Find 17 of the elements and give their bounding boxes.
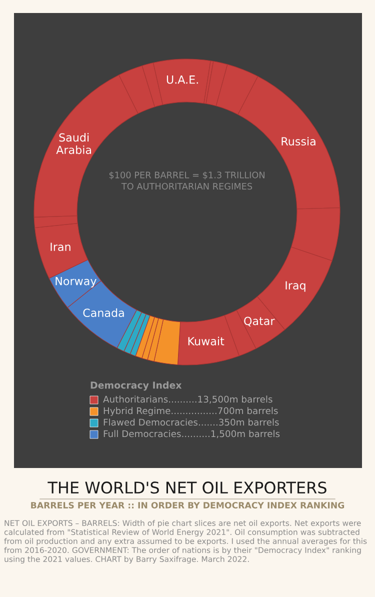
slice-label: Saudi Arabia xyxy=(56,133,92,154)
text: Hybrid Regime................700m barrels xyxy=(104,407,278,416)
legend-title: Democracy Index xyxy=(90,381,182,391)
text: $100 PER BARREL = $1.3 TRILLION TO AUTHORITARIAN REGIMES xyxy=(109,171,264,190)
slice-label: Qatar xyxy=(244,316,275,326)
slice-label: U.A.E. xyxy=(166,76,198,84)
text: THE WORLD'S NET OIL EXPORTERS xyxy=(48,482,326,494)
text: Authoritarians..........13,500m barrels xyxy=(103,396,272,404)
slice-label: Kuwait xyxy=(188,336,224,346)
slice-label: Iran xyxy=(50,242,70,252)
text: Full Democracies..........1,500m barrels xyxy=(104,430,280,438)
text: Flawed Democracies.......350m barrels xyxy=(104,418,279,426)
slice-label: Iraq xyxy=(286,281,306,292)
slice-label: Russia xyxy=(282,136,316,146)
text: BARRELS PER YEAR :: IN ORDER BY DEMOCRACY INDEX RANKING xyxy=(31,502,344,508)
slice-label: Norway xyxy=(56,277,96,288)
slice-label: Canada xyxy=(83,308,124,318)
